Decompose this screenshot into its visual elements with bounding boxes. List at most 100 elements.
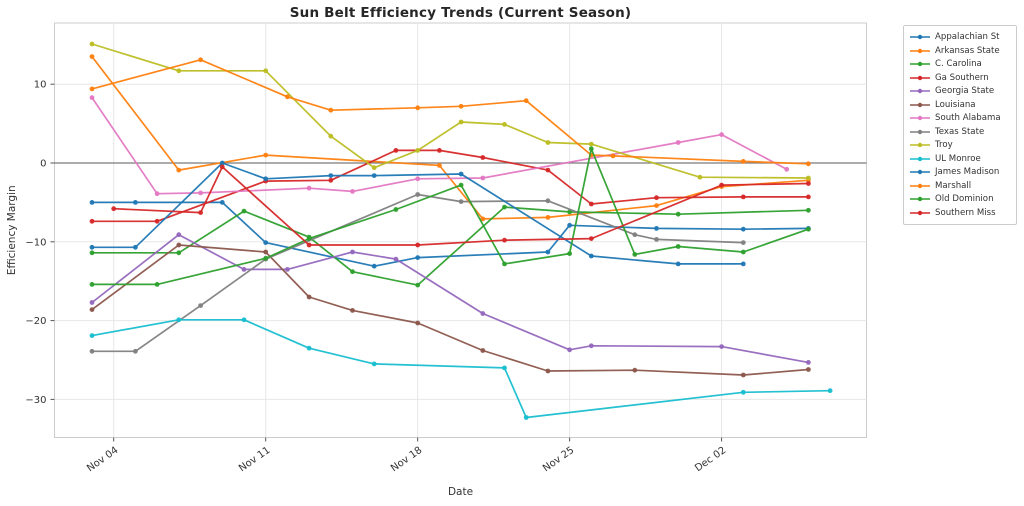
data-point-marker	[219, 200, 225, 205]
data-point-marker	[545, 215, 551, 220]
data-point-marker	[502, 365, 507, 371]
data-point-marker	[263, 68, 269, 74]
legend-item: Texas State	[910, 126, 1010, 138]
legend-label: C. Carolina	[935, 59, 982, 70]
data-point-marker	[480, 175, 486, 181]
legend-item: Louisiana	[910, 99, 1010, 111]
data-point-marker	[415, 255, 421, 260]
data-point-marker	[545, 167, 551, 173]
data-point-marker	[740, 194, 746, 200]
data-point-marker	[806, 175, 811, 181]
data-point-marker	[198, 190, 204, 196]
data-point-marker	[567, 251, 572, 256]
legend-line-swatch	[910, 210, 930, 216]
data-point-marker	[415, 176, 421, 182]
data-point-marker	[654, 237, 659, 242]
legend-line-swatch	[910, 156, 930, 161]
data-point-marker	[371, 361, 377, 367]
data-point-marker	[415, 282, 421, 288]
data-point-marker	[241, 317, 247, 323]
legend-label: Troy	[935, 140, 953, 151]
data-point-marker	[806, 161, 811, 167]
y-tick-label: −30	[25, 395, 46, 406]
legend-label: Southern Miss	[935, 207, 996, 218]
legend-item: Georgia State	[910, 85, 1010, 97]
data-point-marker	[350, 269, 355, 275]
data-point-marker	[806, 194, 811, 200]
y-tick-label: 0	[40, 159, 46, 170]
data-point-marker	[89, 200, 95, 205]
data-point-marker	[740, 372, 746, 378]
data-point-marker	[415, 192, 421, 197]
data-point-marker	[654, 195, 659, 201]
data-point-marker	[285, 267, 290, 272]
data-point-marker	[806, 181, 811, 186]
data-point-marker	[740, 389, 746, 395]
legend-line-swatch	[910, 61, 930, 67]
y-tick-label: −10	[25, 237, 46, 248]
series-line	[91, 193, 745, 353]
data-point-marker	[806, 367, 811, 372]
series-line	[91, 96, 788, 195]
data-point-marker	[89, 250, 95, 256]
y-tick-label: −20	[25, 316, 46, 327]
legend-label: UL Monroe	[935, 153, 981, 164]
data-point-marker	[89, 300, 95, 305]
data-point-marker	[827, 388, 833, 394]
series-line	[91, 162, 745, 265]
data-point-marker	[371, 165, 377, 171]
data-point-marker	[588, 141, 594, 147]
data-point-marker	[154, 282, 160, 287]
x-tick-label: Nov 11	[237, 445, 272, 474]
data-point-marker	[89, 244, 95, 250]
legend-line-swatch	[910, 102, 930, 107]
data-point-marker	[588, 146, 594, 152]
data-point-marker	[675, 211, 681, 217]
data-point-marker	[588, 201, 594, 207]
data-point-marker	[350, 308, 355, 313]
legend-item: C. Carolina	[910, 58, 1010, 70]
legend-label: Georgia State	[935, 86, 995, 97]
series-line	[91, 206, 810, 286]
legend-label: Texas State	[935, 126, 985, 137]
data-point-marker	[89, 86, 95, 92]
data-point-marker	[89, 333, 95, 338]
legend-label: Old Dominion	[935, 194, 994, 205]
legend-item: Southern Miss	[910, 207, 1010, 219]
data-point-marker	[263, 176, 269, 182]
data-point-marker	[241, 208, 247, 214]
data-point-marker	[480, 311, 486, 316]
data-point-marker	[458, 171, 464, 177]
data-point-marker	[437, 148, 442, 153]
legend-line-swatch	[910, 129, 930, 134]
data-point-marker	[545, 198, 551, 204]
data-point-marker	[458, 182, 464, 188]
legend-line-swatch	[910, 48, 930, 53]
legend-label: South Alabama	[935, 113, 1001, 124]
data-point-marker	[458, 119, 464, 125]
data-point-marker	[89, 218, 95, 224]
data-point-marker	[393, 207, 399, 212]
legend-line-swatch	[910, 170, 930, 175]
legend-line-swatch	[910, 183, 930, 189]
data-point-marker	[328, 173, 334, 179]
data-point-marker	[545, 249, 551, 255]
data-point-marker	[111, 206, 117, 212]
data-point-marker	[588, 253, 594, 259]
legend-item: Old Dominion	[910, 193, 1010, 205]
data-point-marker	[523, 415, 529, 420]
x-tick-label: Nov 25	[541, 445, 576, 474]
data-point-marker	[263, 255, 269, 261]
data-point-marker	[502, 204, 507, 210]
data-point-marker	[719, 132, 724, 138]
data-point-marker	[154, 191, 160, 197]
data-point-marker	[241, 267, 247, 272]
data-point-marker	[415, 105, 421, 111]
data-point-marker	[350, 189, 355, 194]
data-point-marker	[176, 68, 182, 74]
data-point-marker	[328, 133, 334, 139]
x-axis-label: Date	[448, 486, 473, 498]
data-point-marker	[632, 367, 638, 373]
data-point-marker	[740, 249, 746, 255]
data-point-marker	[89, 95, 95, 100]
